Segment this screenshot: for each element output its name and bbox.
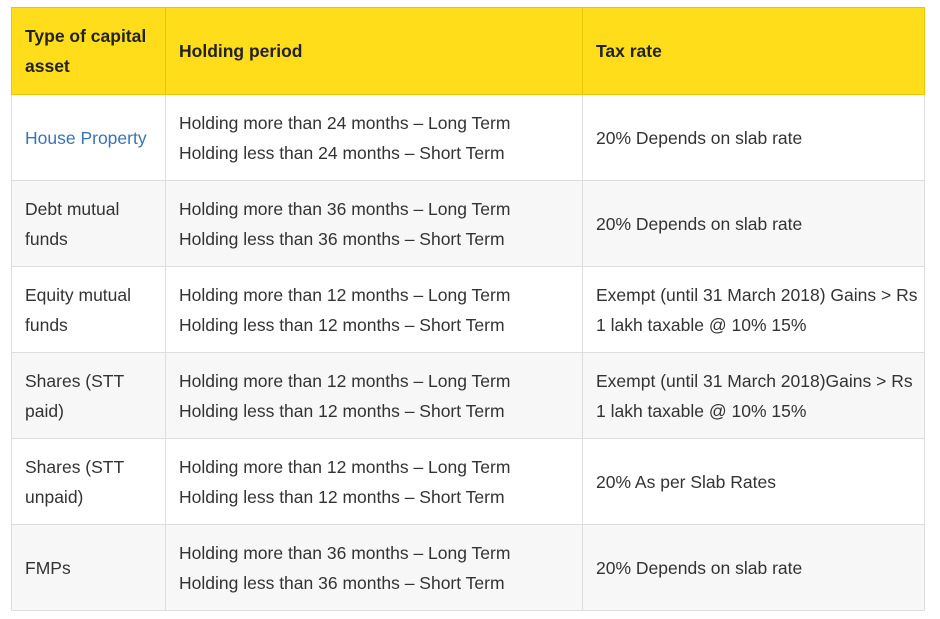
header-asset-type: Type of capital asset	[11, 7, 166, 95]
holding-long-term: Holding more than 36 months – Long Term	[179, 198, 511, 219]
holding-short-term: Holding less than 12 months – Short Term	[179, 486, 505, 507]
tax-rate-cell: Exempt (until 31 March 2018) Gains > Rs …	[582, 266, 925, 353]
holding-period-cell: Holding more than 12 months – Long Term …	[165, 266, 583, 353]
holding-long-term: Holding more than 12 months – Long Term	[179, 456, 511, 477]
table-row: Shares (STT paid) Holding more than 12 m…	[11, 352, 925, 439]
capital-gains-tax-table: Type of capital asset Holding period Tax…	[11, 7, 925, 611]
header-holding-period: Holding period	[165, 7, 583, 95]
holding-short-term: Holding less than 24 months – Short Term	[179, 142, 505, 163]
asset-cell: Shares (STT unpaid)	[11, 438, 166, 525]
capital-gains-table-container: Type of capital asset Holding period Tax…	[11, 7, 925, 611]
holding-short-term: Holding less than 12 months – Short Term	[179, 400, 505, 421]
tax-rate-cell: 20% Depends on slab rate	[582, 94, 925, 181]
asset-cell: Equity mutual funds	[11, 266, 166, 353]
holding-period-cell: Holding more than 36 months – Long Term …	[165, 524, 583, 611]
table-row: Debt mutual funds Holding more than 36 m…	[11, 180, 925, 267]
asset-cell: House Property	[11, 94, 166, 181]
asset-cell: Shares (STT paid)	[11, 352, 166, 439]
holding-long-term: Holding more than 12 months – Long Term	[179, 284, 511, 305]
tax-rate-cell: 20% Depends on slab rate	[582, 180, 925, 267]
tax-rate-cell: 20% As per Slab Rates	[582, 438, 925, 525]
holding-short-term: Holding less than 12 months – Short Term	[179, 314, 505, 335]
holding-period-cell: Holding more than 12 months – Long Term …	[165, 438, 583, 525]
holding-period-cell: Holding more than 36 months – Long Term …	[165, 180, 583, 267]
tax-rate-cell: Exempt (until 31 March 2018)Gains > Rs 1…	[582, 352, 925, 439]
table-header-row: Type of capital asset Holding period Tax…	[11, 7, 925, 95]
holding-period-cell: Holding more than 12 months – Long Term …	[165, 352, 583, 439]
holding-period-cell: Holding more than 24 months – Long Term …	[165, 94, 583, 181]
table-row: FMPs Holding more than 36 months – Long …	[11, 524, 925, 611]
table-row: Shares (STT unpaid) Holding more than 12…	[11, 438, 925, 525]
table-row: House Property Holding more than 24 mont…	[11, 94, 925, 181]
asset-cell: Debt mutual funds	[11, 180, 166, 267]
holding-long-term: Holding more than 36 months – Long Term	[179, 542, 511, 563]
house-property-link[interactable]: House Property	[25, 127, 147, 148]
header-tax-rate: Tax rate	[582, 7, 925, 95]
holding-long-term: Holding more than 24 months – Long Term	[179, 112, 511, 133]
holding-short-term: Holding less than 36 months – Short Term	[179, 228, 505, 249]
tax-rate-cell: 20% Depends on slab rate	[582, 524, 925, 611]
asset-cell: FMPs	[11, 524, 166, 611]
table-row: Equity mutual funds Holding more than 12…	[11, 266, 925, 353]
holding-long-term: Holding more than 12 months – Long Term	[179, 370, 511, 391]
holding-short-term: Holding less than 36 months – Short Term	[179, 572, 505, 593]
